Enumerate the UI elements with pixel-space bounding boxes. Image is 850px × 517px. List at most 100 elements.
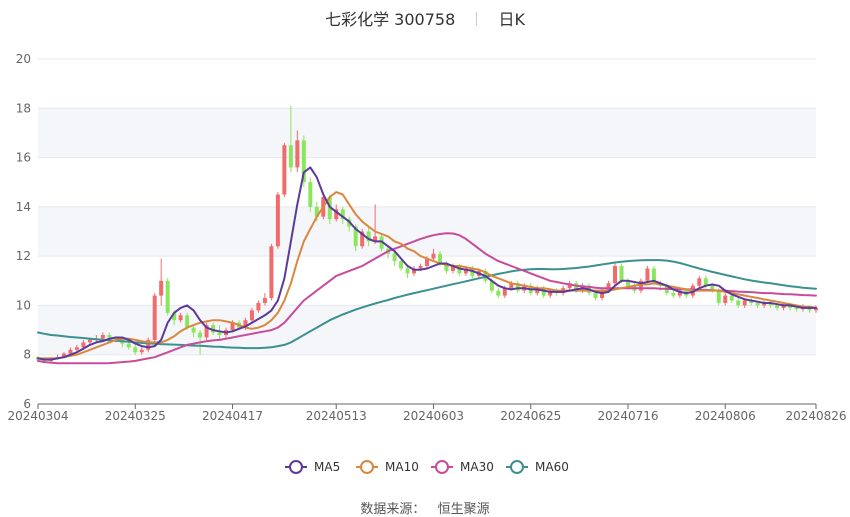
y-axis-ticks: 6 8 10 12 14 16 18 20	[16, 52, 31, 411]
candle	[146, 337, 151, 353]
data-source: 数据来源： 恒生聚源	[0, 498, 850, 517]
candle	[567, 280, 572, 291]
candle-body	[282, 145, 287, 195]
candle	[645, 266, 650, 284]
candle	[249, 307, 254, 323]
legend-item-ma5[interactable]: MA5	[285, 460, 340, 474]
candle-body	[457, 266, 462, 274]
candle-body	[405, 268, 410, 274]
candle-body	[301, 140, 306, 183]
candle	[295, 130, 300, 173]
candle	[165, 278, 170, 316]
candle	[275, 192, 280, 249]
candle-body	[548, 290, 553, 296]
candle	[262, 293, 267, 306]
candle-body	[152, 295, 157, 340]
candle-body	[794, 307, 799, 310]
candle-body	[755, 302, 760, 306]
y-tick-label: 6	[23, 397, 31, 411]
candle-body	[613, 266, 618, 284]
candle-body	[431, 253, 436, 259]
candle	[762, 300, 767, 308]
candle-body	[450, 266, 455, 271]
y-tick-label: 14	[16, 200, 31, 214]
candle-body	[87, 339, 92, 343]
candle-body	[509, 283, 514, 289]
candle	[191, 325, 196, 338]
candle	[399, 258, 404, 271]
candle-body	[399, 261, 404, 269]
candle-body	[133, 347, 138, 353]
candle-body	[360, 231, 365, 247]
candle-body	[716, 290, 721, 303]
candle	[392, 251, 397, 266]
candle-body	[638, 280, 643, 291]
candle	[814, 305, 818, 313]
candle-body	[671, 293, 676, 296]
candle-body	[736, 300, 741, 306]
x-axis: 20240304 20240325 20240417 20240513 20240603…	[7, 403, 847, 423]
candle-body	[775, 305, 780, 308]
candle-body	[366, 231, 371, 242]
candle	[781, 302, 786, 311]
candle-body	[710, 285, 715, 291]
x-tick-label: 20240417	[202, 409, 263, 423]
candle-body	[178, 315, 183, 321]
candle	[74, 344, 79, 353]
candle-body	[723, 295, 728, 303]
candle-body	[677, 290, 682, 296]
candle-body	[159, 280, 164, 296]
candle-body	[425, 258, 429, 266]
title-separator	[476, 12, 478, 26]
candle-body	[392, 253, 397, 262]
candle-body	[100, 335, 105, 339]
candle-body	[198, 332, 203, 338]
candle-body	[541, 288, 546, 296]
candle	[768, 300, 773, 308]
candle-body	[113, 337, 118, 340]
candle	[308, 177, 313, 212]
candle	[638, 278, 643, 294]
legend: MA5 MA10 MA30 MA60	[285, 460, 569, 474]
legend-item-ma10[interactable]: MA10	[356, 460, 419, 474]
y-tick-label: 18	[16, 101, 31, 115]
candle-body	[515, 283, 520, 291]
candle-body	[651, 268, 656, 284]
candle	[613, 263, 618, 286]
x-tick-label: 20240826	[785, 409, 846, 423]
candle	[412, 266, 417, 276]
candle	[360, 229, 365, 249]
candle-body	[749, 300, 754, 303]
candle-body	[61, 353, 66, 358]
candle-body	[463, 268, 468, 274]
candle	[204, 322, 209, 340]
candle-body	[243, 320, 248, 328]
x-tick-label: 20240325	[105, 409, 166, 423]
candle-body	[768, 302, 773, 306]
candle-body	[619, 266, 624, 281]
candle-body	[340, 209, 345, 220]
grid-band	[38, 108, 816, 158]
legend-item-ma30[interactable]: MA30	[431, 460, 494, 474]
candle-body	[68, 349, 73, 354]
candle	[431, 248, 436, 262]
candle-body	[470, 268, 475, 276]
legend-marker	[435, 460, 449, 474]
period-label[interactable]: 日K	[498, 10, 525, 29]
ma10-line	[37, 191, 817, 360]
source-name: 恒生聚源	[437, 502, 490, 517]
candle-body	[256, 302, 261, 311]
candle	[405, 266, 410, 279]
candle-body	[172, 312, 177, 321]
x-tick-label: 20240304	[7, 409, 68, 423]
candle-body	[788, 305, 793, 308]
legend-marker	[510, 460, 524, 474]
candle-body	[308, 182, 313, 207]
candle	[496, 288, 501, 299]
legend-item-ma60[interactable]: MA60	[506, 460, 569, 474]
candle-body	[444, 263, 449, 271]
x-tick-label: 20240625	[500, 409, 561, 423]
candle-body	[139, 349, 144, 353]
